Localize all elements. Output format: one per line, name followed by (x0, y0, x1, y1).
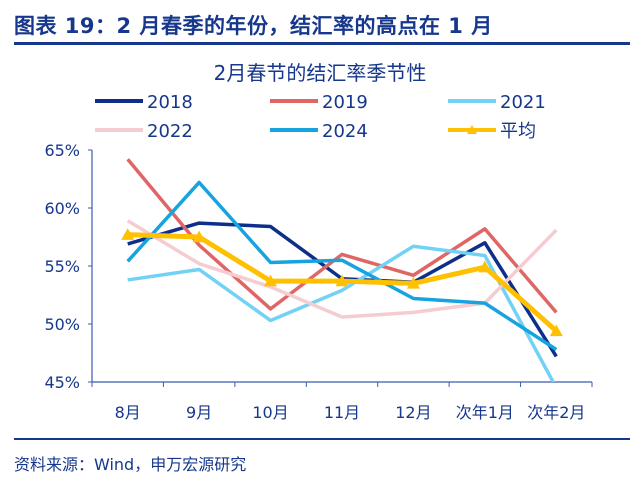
data-point-marker (406, 276, 420, 289)
legend-label: 2024 (322, 121, 368, 142)
data-point-marker (121, 228, 135, 240)
x-tick-label: 12月 (395, 403, 431, 422)
chart-title: 2月春节的结汇率季节性 (214, 61, 427, 85)
legend-item: 2019 (270, 92, 368, 113)
x-tick-label: 10月 (252, 403, 288, 422)
legend-label: 2021 (500, 92, 546, 113)
y-tick-label: 50% (44, 315, 80, 334)
x-tick-label: 次年1月 (456, 403, 514, 422)
legend-item: 2021 (448, 92, 546, 113)
legend-item: 2022 (95, 121, 193, 142)
title-divider (14, 42, 630, 45)
axes: 45% 50% 55% 60% 65% 8月 9月 10月 11月 12月 次年1月 次年2月 (44, 141, 593, 422)
x-tick-label: 8月 (115, 403, 141, 422)
y-tick-label: 65% (44, 141, 80, 160)
x-tick-label: 次年2月 (527, 403, 585, 422)
legend-item: 2024 (270, 121, 368, 142)
data-point-marker (549, 324, 563, 337)
legend-label: 2022 (147, 121, 193, 142)
x-tick-label: 11月 (324, 403, 360, 422)
data-point-marker (478, 260, 492, 273)
source-note: 资料来源：Wind，申万宏源研究 (14, 455, 247, 474)
series-line (126, 180, 558, 351)
legend-item: 2018 (95, 92, 193, 113)
legend-item: 平均 (448, 121, 536, 142)
figure-title: 图表 19：2 月春季的年份，结汇率的高点在 1 月 (14, 14, 493, 38)
x-tick-label: 9月 (186, 403, 212, 422)
series-group (121, 158, 563, 382)
series-平均 (121, 228, 563, 337)
source-divider (14, 438, 630, 440)
series-2019 (126, 158, 558, 314)
y-tick-label: 55% (44, 257, 80, 276)
data-point-marker (335, 274, 349, 287)
series-2021 (127, 244, 556, 382)
series-2024 (126, 180, 558, 351)
y-tick-label: 45% (44, 373, 80, 392)
legend-label: 平均 (500, 121, 536, 142)
legend-label: 2018 (147, 92, 193, 113)
series-line (126, 158, 558, 314)
legend-marker (467, 125, 477, 134)
legend-label: 2019 (322, 92, 368, 113)
y-tick-label: 60% (44, 199, 80, 218)
data-point-marker (264, 274, 278, 287)
data-point-marker (192, 230, 206, 243)
series-line (127, 244, 556, 382)
legend: 2018 2019 2021 2022 2024 平均 (95, 92, 546, 142)
line-chart: 2月春节的结汇率季节性 2018 2019 2021 2022 2024 平均 45% 50… (44, 61, 593, 422)
